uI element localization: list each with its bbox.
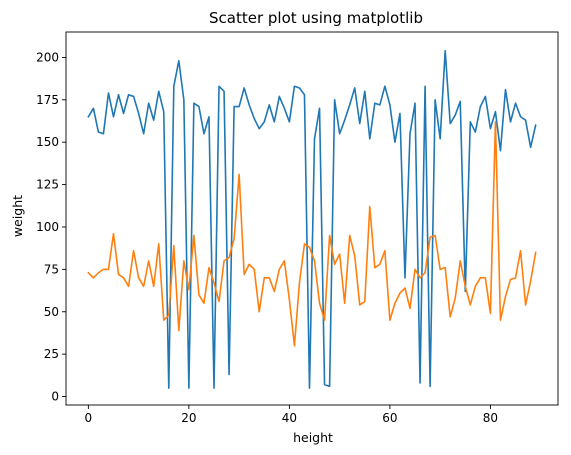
y-tick-label: 50 xyxy=(44,305,59,319)
axes xyxy=(65,31,559,406)
y-tick-label: 175 xyxy=(36,93,59,107)
y-axis-label: weight xyxy=(10,195,25,237)
x-axis-label: height xyxy=(293,430,333,445)
y-tick-label: 150 xyxy=(36,135,59,149)
x-tick-label: 80 xyxy=(483,411,498,425)
y-tick-label: 25 xyxy=(44,347,59,361)
plot-area xyxy=(66,32,558,405)
y-tick-label: 125 xyxy=(36,178,59,192)
series-line-2 xyxy=(87,121,537,347)
y-tick-label: 75 xyxy=(44,262,59,276)
axes-frame xyxy=(65,31,559,406)
x-tick-label: 60 xyxy=(382,411,397,425)
y-tick-label: 200 xyxy=(36,50,59,64)
ticks: 0 20 40 60 80 0 25 50 75 100 125 150 175 200 xyxy=(36,50,498,425)
series-lines xyxy=(87,49,537,389)
plot-background xyxy=(66,32,558,405)
chart-title: Scatter plot using matplotlib xyxy=(209,9,423,27)
y-tick-label: 0 xyxy=(51,390,59,404)
x-tick-label: 40 xyxy=(282,411,297,425)
x-tick-label: 20 xyxy=(181,411,196,425)
x-tick-label: 0 xyxy=(85,411,93,425)
series-line-1 xyxy=(87,49,537,389)
y-tick-label: 100 xyxy=(36,220,59,234)
